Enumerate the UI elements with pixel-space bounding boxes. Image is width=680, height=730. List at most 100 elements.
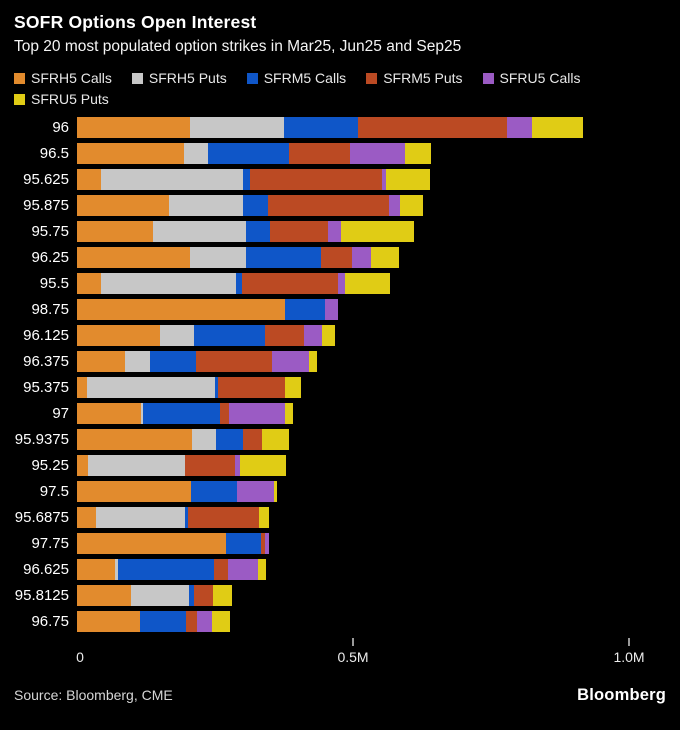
bar-segment	[242, 428, 263, 450]
stacked-bar	[77, 298, 338, 320]
bar-segment	[194, 324, 265, 346]
bar-segment	[382, 168, 387, 190]
strike-label: 95.25	[31, 456, 69, 474]
stacked-bar	[77, 324, 336, 346]
strike-label: 95.375	[23, 378, 69, 396]
bar-segment	[212, 610, 230, 632]
bar-segment	[118, 558, 215, 580]
bar-segment	[191, 428, 217, 450]
legend-item: SFRH5 Puts	[131, 70, 227, 86]
bar-segment	[327, 220, 342, 242]
chart-subtitle: Top 20 most populated option strikes in …	[14, 38, 462, 55]
bar-segment	[86, 376, 215, 398]
bar-segment	[399, 194, 424, 216]
bar-segment	[77, 454, 88, 476]
bar-segment	[239, 454, 286, 476]
bar-segment	[324, 298, 338, 320]
bar-segment	[218, 376, 286, 398]
bar-segment	[214, 376, 219, 398]
bar-segment	[283, 116, 358, 138]
bar-row: 97	[0, 400, 680, 426]
bar-segment	[77, 506, 96, 528]
bar-segment	[77, 324, 161, 346]
bar-segment	[260, 532, 265, 554]
bar-segment	[152, 220, 246, 242]
bar-row: 95.625	[0, 166, 680, 192]
bar-segment	[245, 220, 270, 242]
bar-row: 96.5	[0, 140, 680, 166]
strike-label: 96.5	[39, 144, 69, 162]
bar-segment	[77, 298, 286, 320]
page-title: SOFR Options Open Interest	[14, 12, 257, 32]
footer: Source: Bloomberg, CME Bloomberg	[0, 686, 680, 705]
bar-segment	[77, 480, 192, 502]
axis-tick-label: 1.0M	[613, 649, 645, 665]
legend-label: SFRH5 Puts	[148, 70, 227, 86]
stacked-bar	[77, 246, 399, 268]
bar-segment	[357, 116, 507, 138]
bar-segment	[236, 480, 275, 502]
bar-segment	[272, 350, 310, 372]
bar-segment	[320, 246, 352, 268]
bar-segment	[194, 584, 213, 606]
bar-segment	[226, 532, 261, 554]
bar-segment	[77, 194, 170, 216]
bar-row: 95.8125	[0, 582, 680, 608]
bar-row: 97.75	[0, 530, 680, 556]
bar-segment	[77, 220, 153, 242]
legend-label: SFRM5 Puts	[383, 70, 463, 86]
bar-segment	[219, 402, 230, 424]
legend-swatch-icon	[366, 72, 378, 84]
strike-label: 96.75	[31, 612, 69, 630]
bar-segment	[77, 610, 140, 632]
stacked-bar	[77, 428, 290, 450]
bar-segment	[77, 168, 101, 190]
bar-segment	[285, 376, 301, 398]
bar-segment	[189, 116, 284, 138]
bar-segment	[191, 480, 237, 502]
legend-item: SFRM5 Calls	[246, 70, 346, 86]
legend-label: SFRH5 Calls	[31, 70, 112, 86]
bar-row: 95.6875	[0, 504, 680, 530]
axis-tick-label: 0	[76, 649, 84, 665]
bar-segment	[235, 454, 240, 476]
bar-row: 96.125	[0, 322, 680, 348]
bar-segment	[185, 506, 188, 528]
bar-segment	[142, 402, 220, 424]
bar-row: 95.25	[0, 452, 680, 478]
bar-segment	[77, 402, 141, 424]
strike-label: 96	[52, 118, 69, 136]
bar-segment	[185, 454, 236, 476]
bar-row: 95.75	[0, 218, 680, 244]
x-axis: 0 0.5M 1.0M	[0, 636, 680, 668]
bar-row: 96.25	[0, 244, 680, 270]
strike-label: 95.9375	[14, 430, 69, 448]
bar-segment	[197, 610, 213, 632]
bar-row: 98.75	[0, 296, 680, 322]
bar-segment	[241, 272, 338, 294]
bar-row: 95.875	[0, 192, 680, 218]
bar-segment	[212, 584, 232, 606]
bar-segment	[228, 558, 258, 580]
bar-segment	[264, 324, 304, 346]
bar-row: 95.5	[0, 270, 680, 296]
stacked-bar	[77, 142, 431, 164]
legend-label: SFRU5 Calls	[499, 70, 581, 86]
bar-segment	[506, 116, 532, 138]
stacked-bar	[77, 506, 269, 528]
bar-segment	[160, 324, 195, 346]
bar-segment	[257, 558, 266, 580]
bar-segment	[125, 350, 150, 372]
axis-tickmark	[628, 638, 630, 646]
strike-label: 98.75	[31, 300, 69, 318]
bar-segment	[285, 402, 294, 424]
stacked-bar	[77, 168, 431, 190]
bar-segment	[77, 376, 87, 398]
bloomberg-logo: Bloomberg	[577, 686, 666, 704]
bar-segment	[95, 506, 186, 528]
bar-segment	[77, 428, 192, 450]
bar-row: 95.375	[0, 374, 680, 400]
strike-label: 95.875	[23, 196, 69, 214]
legend-swatch-icon	[14, 72, 25, 84]
legend-item: SFRH5 Calls	[14, 70, 112, 86]
